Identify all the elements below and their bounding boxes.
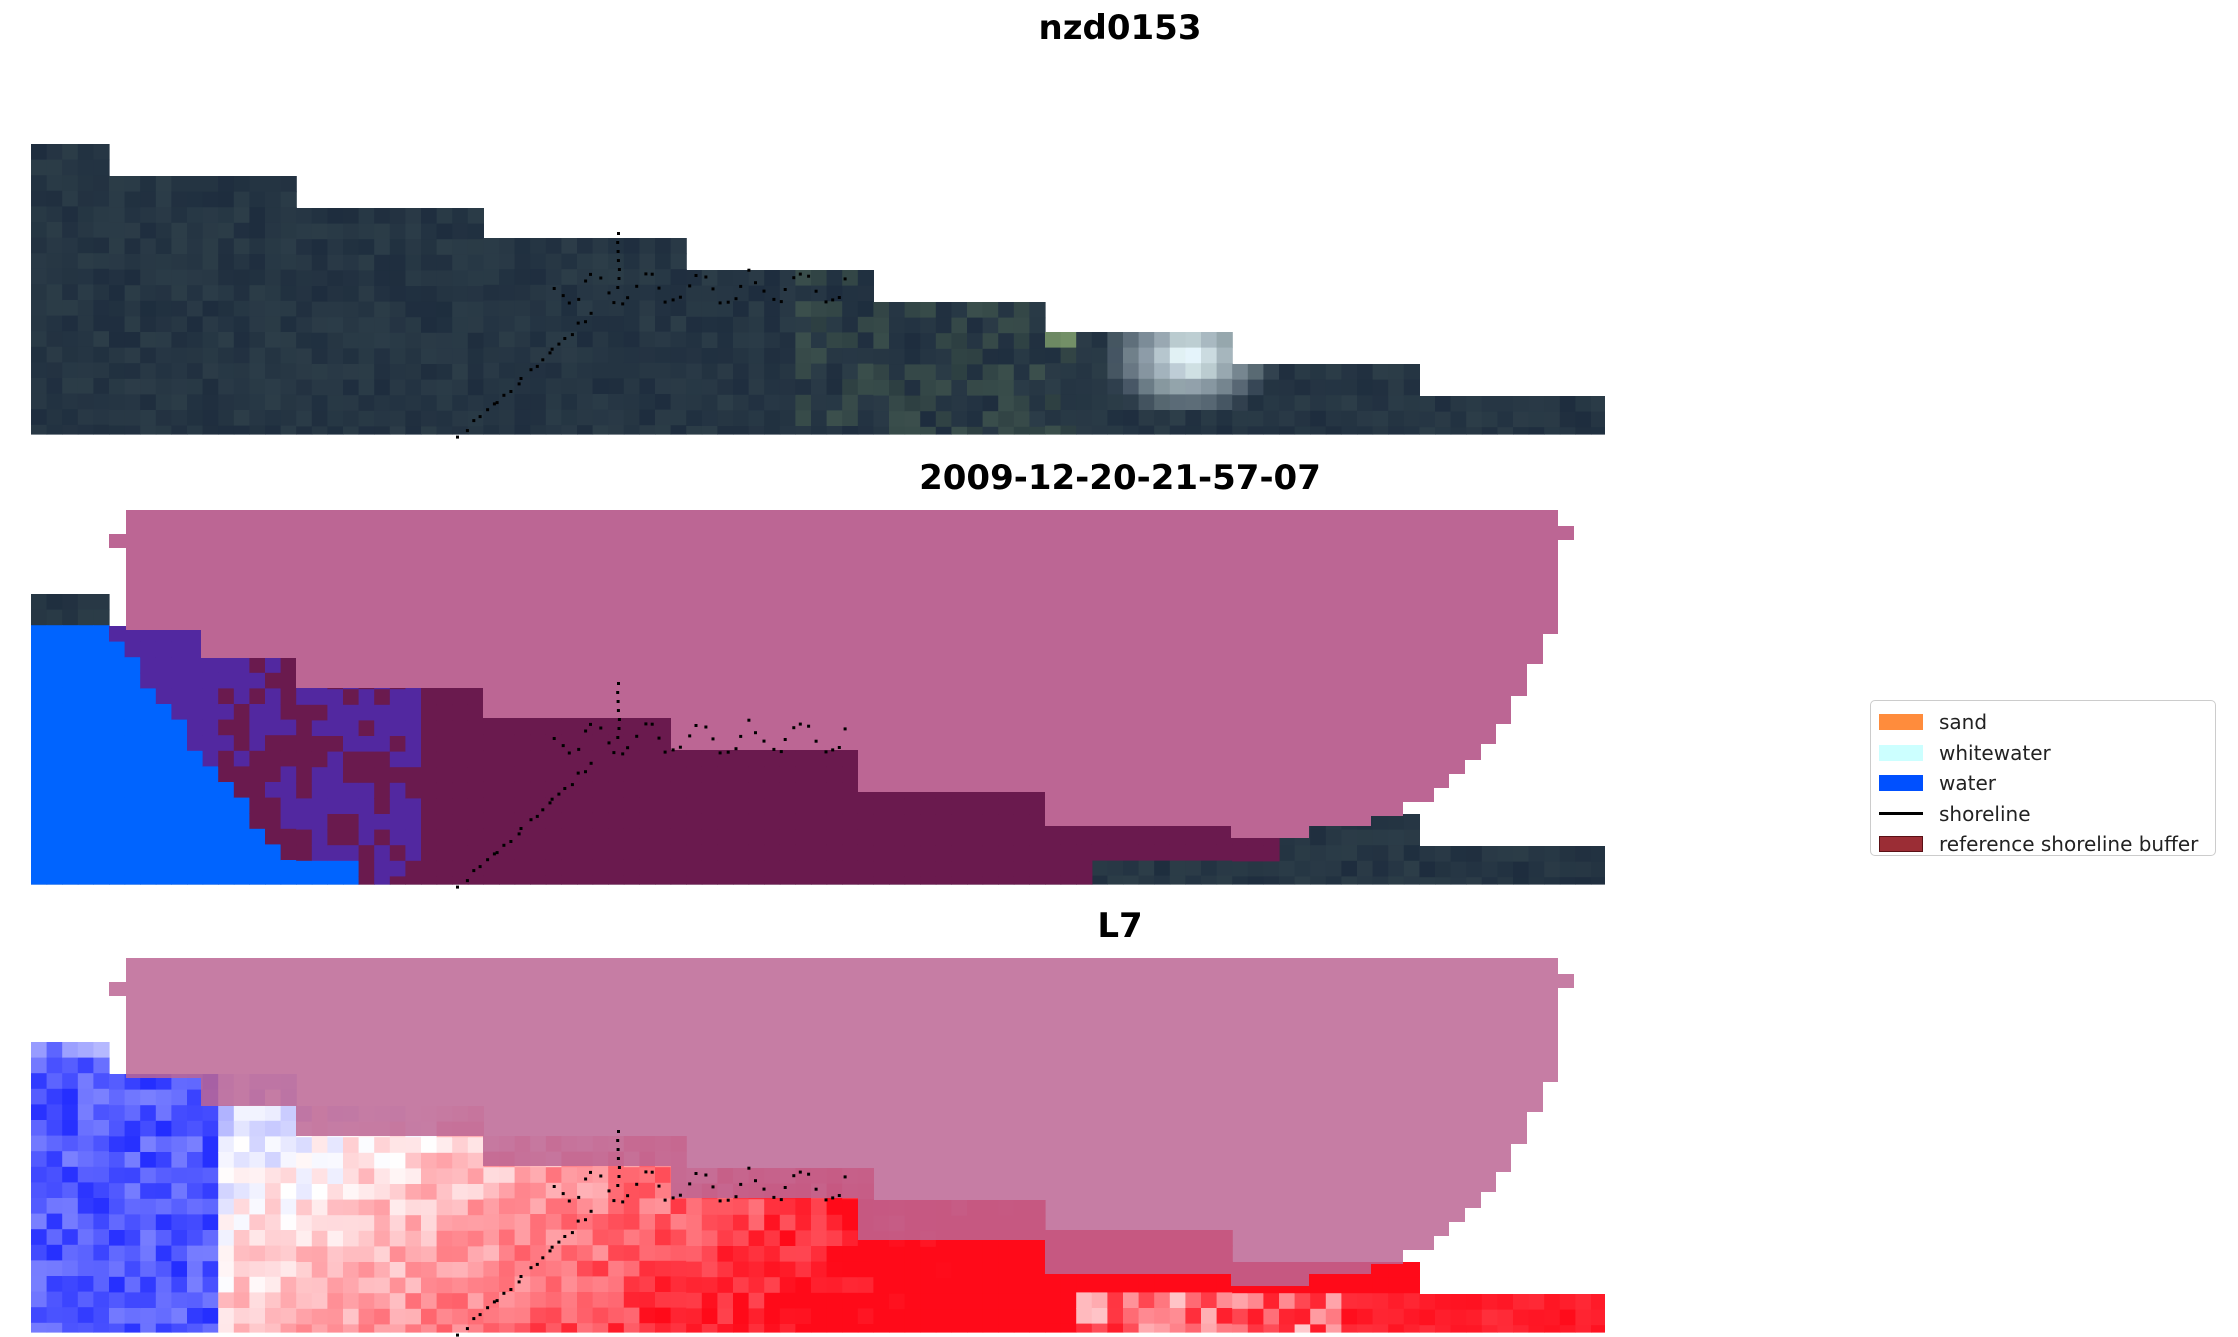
shoreline-dots <box>456 232 847 439</box>
legend-label-sand: sand <box>1939 710 1988 735</box>
legend-label-reference-buffer: reference shoreline buffer <box>1939 832 2199 857</box>
legend: sand whitewater water shoreline referenc… <box>1870 700 2216 856</box>
legend-label-water: water <box>1939 771 1996 796</box>
index-svg <box>31 958 1605 1337</box>
legend-item-water: water <box>1879 768 2207 799</box>
legend-item-shoreline: shoreline <box>1879 799 2207 830</box>
legend-item-sand: sand <box>1879 707 2207 738</box>
shoreline-dots <box>456 682 847 889</box>
legend-label-shoreline: shoreline <box>1939 801 2031 826</box>
sand-swatch <box>1879 714 1923 731</box>
classification-panel <box>31 510 1605 890</box>
reference-buffer-swatch <box>1879 836 1923 853</box>
legend-item-whitewater: whitewater <box>1879 738 2207 769</box>
reference-shoreline-buffer <box>109 958 1574 1286</box>
water-swatch <box>1879 775 1923 792</box>
bottom-panel-title: L7 <box>1097 906 1143 946</box>
middle-panel-title: 2009-12-20-21-57-07 <box>919 458 1321 498</box>
rgb-image-panel <box>31 60 1605 440</box>
top-panel-title: nzd0153 <box>1038 8 1202 48</box>
shoreline-line-swatch <box>1879 812 1923 816</box>
reference-shoreline-buffer <box>109 510 1574 838</box>
rgb-image-svg <box>31 144 1605 439</box>
classification-svg <box>31 510 1605 889</box>
whitewater-swatch <box>1879 744 1923 761</box>
index-panel <box>31 958 1605 1337</box>
index-raster <box>31 1042 1605 1333</box>
satellite-raster <box>31 144 1605 435</box>
legend-label-whitewater: whitewater <box>1939 740 2051 765</box>
legend-item-reference-buffer: reference shoreline buffer <box>1879 829 2207 860</box>
shoreline-dots <box>456 1130 847 1337</box>
